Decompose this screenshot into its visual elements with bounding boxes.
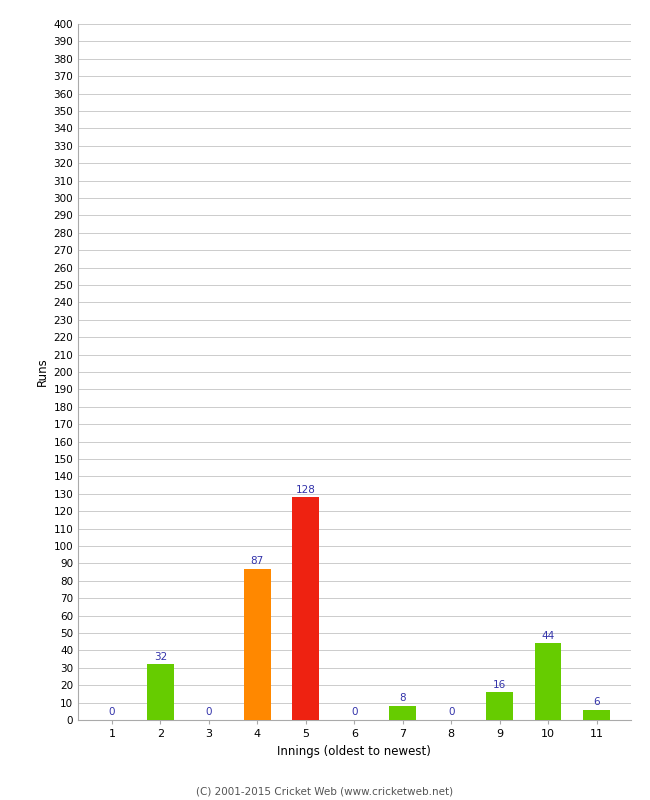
Text: 128: 128 [296,485,316,494]
Text: 32: 32 [154,652,167,662]
Bar [244,569,270,720]
Text: 0: 0 [205,707,212,718]
Text: 6: 6 [593,697,600,707]
Bar [389,706,416,720]
Y-axis label: Runs: Runs [36,358,49,386]
Text: (C) 2001-2015 Cricket Web (www.cricketweb.net): (C) 2001-2015 Cricket Web (www.cricketwe… [196,786,454,796]
Text: 87: 87 [251,556,264,566]
Text: 0: 0 [109,707,115,718]
Text: 44: 44 [541,631,554,641]
Text: 8: 8 [399,694,406,703]
Text: 0: 0 [351,707,358,718]
X-axis label: Innings (oldest to newest): Innings (oldest to newest) [278,745,431,758]
Text: 0: 0 [448,707,454,718]
Bar [486,692,513,720]
Text: 16: 16 [493,679,506,690]
Bar [292,498,319,720]
Bar [147,664,174,720]
Bar [583,710,610,720]
Bar [535,643,562,720]
